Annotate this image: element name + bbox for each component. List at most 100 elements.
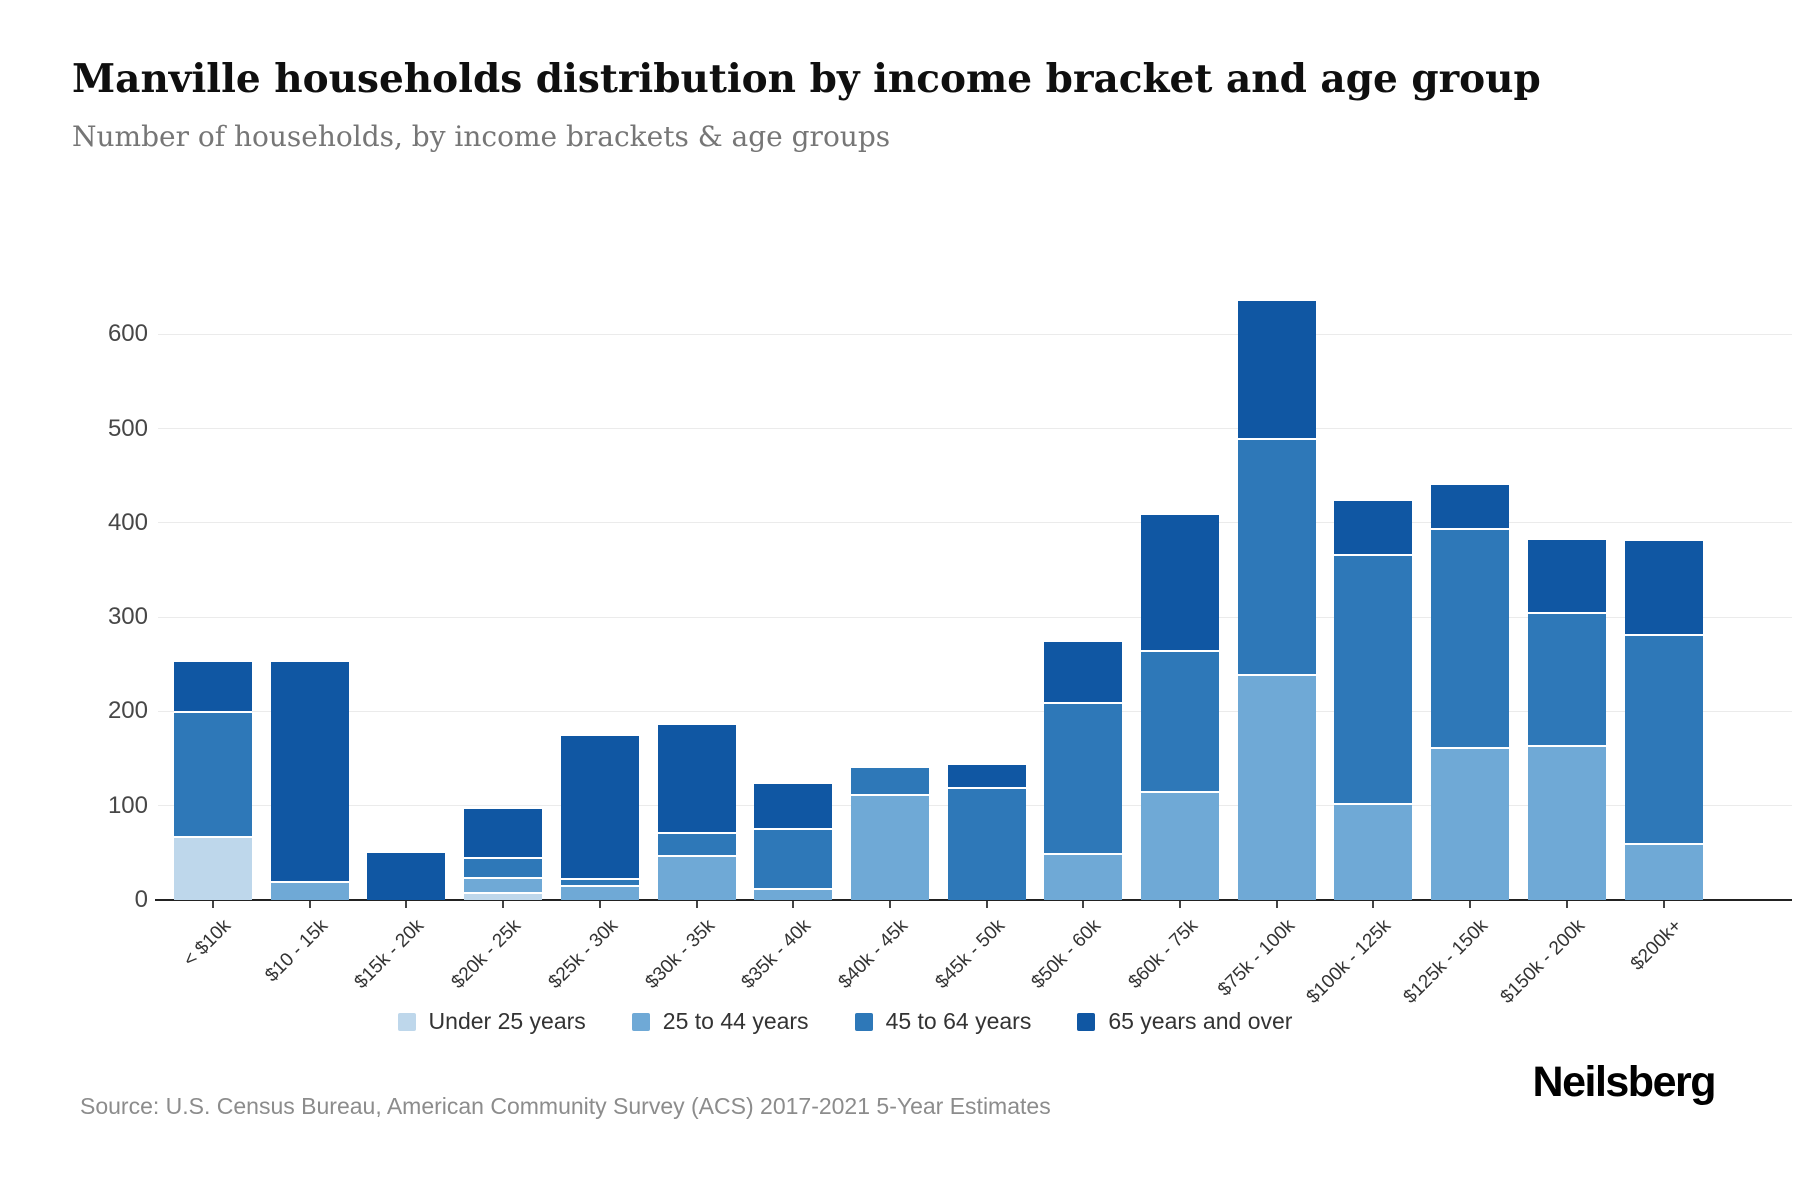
bar-segment bbox=[367, 852, 446, 900]
bar-segment bbox=[464, 809, 543, 857]
bar-segment bbox=[1237, 673, 1316, 900]
x-axis-tick bbox=[1662, 901, 1665, 908]
bar-segment bbox=[464, 892, 543, 900]
bar-segment bbox=[1431, 527, 1510, 748]
bar-segment bbox=[1624, 540, 1703, 635]
y-axis-tick-label: 600 bbox=[107, 320, 148, 348]
x-axis-tick-label: $50k - 60k bbox=[1027, 915, 1106, 993]
x-axis-tick bbox=[308, 901, 311, 908]
x-axis-tick bbox=[1372, 901, 1375, 908]
y-axis-tick-label: 300 bbox=[107, 603, 148, 631]
gridline-400 bbox=[158, 522, 1792, 524]
x-axis-tick-label: $150k - 200k bbox=[1496, 915, 1589, 1008]
x-axis-tick bbox=[1082, 901, 1085, 908]
x-axis-tick-label: $10 - 15k bbox=[260, 915, 332, 987]
x-axis-tick-label: $15k - 20k bbox=[350, 915, 429, 993]
x-axis-tick bbox=[598, 901, 601, 908]
legend-swatch-icon bbox=[1077, 1012, 1096, 1031]
x-axis-tick-label: $40k - 45k bbox=[834, 915, 913, 993]
bar-segment bbox=[174, 835, 252, 900]
bar-segment bbox=[754, 784, 833, 829]
bar-segment bbox=[1044, 641, 1123, 702]
bar-segment bbox=[754, 828, 833, 888]
legend-label: 65 years and over bbox=[1108, 1008, 1293, 1034]
y-axis-tick-label: 500 bbox=[107, 414, 148, 442]
bar-segment bbox=[1334, 553, 1413, 803]
gridline-500 bbox=[158, 428, 1792, 429]
x-axis-tick bbox=[502, 901, 505, 908]
x-axis-tick bbox=[888, 901, 891, 908]
chart-subtitle: Number of households, by income brackets… bbox=[72, 120, 891, 153]
bar-segment bbox=[1527, 539, 1606, 613]
bar-segment bbox=[1141, 650, 1219, 791]
bar-segment bbox=[1237, 437, 1316, 674]
bar-segment bbox=[1237, 301, 1316, 438]
bar-segment bbox=[1624, 843, 1703, 900]
x-axis-tick-label: $100k - 125k bbox=[1303, 915, 1396, 1008]
gridline-200 bbox=[158, 710, 1792, 712]
bar-segment bbox=[947, 786, 1026, 900]
bar-segment bbox=[1527, 612, 1606, 746]
y-axis-tick-label: 400 bbox=[107, 508, 148, 536]
legend-item: 65 years and over bbox=[1077, 1008, 1292, 1035]
bar-segment bbox=[657, 832, 736, 855]
bar-segment bbox=[560, 884, 639, 900]
bar-segment bbox=[174, 711, 252, 836]
legend-swatch-icon bbox=[854, 1012, 873, 1031]
bar-segment bbox=[560, 735, 639, 879]
legend: Under 25 years 25 to 44 years 45 to 64 yea… bbox=[0, 1008, 1690, 1035]
x-axis-tick bbox=[1275, 901, 1278, 908]
legend-label: 45 to 64 years bbox=[885, 1008, 1032, 1034]
x-axis-tick-label: < $10k bbox=[179, 915, 236, 971]
legend-swatch-icon bbox=[397, 1012, 416, 1031]
bar-segment bbox=[850, 767, 929, 795]
gridline-600 bbox=[158, 333, 1792, 335]
legend-item: Under 25 years bbox=[397, 1008, 586, 1035]
gridline-300 bbox=[158, 616, 1792, 618]
x-axis-tick bbox=[792, 901, 795, 908]
x-axis-tick-label: $200k+ bbox=[1626, 915, 1686, 975]
bar-segment bbox=[1624, 634, 1703, 844]
bar-segment bbox=[1431, 485, 1510, 528]
bar-segment bbox=[270, 881, 349, 900]
bar-segment bbox=[1527, 745, 1606, 900]
bar-segment bbox=[464, 877, 543, 893]
bar-segment bbox=[657, 724, 736, 833]
x-axis-tick bbox=[1469, 901, 1472, 908]
x-axis-tick-label: $20k - 25k bbox=[447, 915, 526, 993]
y-axis-tick-label: 100 bbox=[107, 791, 148, 819]
bar-segment bbox=[560, 878, 639, 885]
legend-label: 25 to 44 years bbox=[662, 1008, 809, 1034]
legend-item: 25 to 44 years bbox=[631, 1008, 809, 1035]
x-axis-tick-label: $30k - 35k bbox=[641, 915, 719, 993]
bar-segment bbox=[270, 662, 349, 882]
bar-segment bbox=[1044, 852, 1123, 900]
x-axis-tick-label: $60k - 75k bbox=[1124, 915, 1203, 993]
x-axis-line bbox=[155, 899, 1792, 901]
y-axis-tick-label: 200 bbox=[107, 697, 148, 725]
x-axis-tick-label: $25k - 30k bbox=[544, 915, 622, 993]
bar-segment bbox=[947, 765, 1026, 787]
bar-segment bbox=[1141, 790, 1219, 900]
x-axis-tick bbox=[1565, 901, 1568, 908]
bar-segment bbox=[1044, 701, 1123, 853]
bar-segment bbox=[754, 887, 833, 900]
x-axis-tick bbox=[405, 901, 408, 908]
bar-segment bbox=[850, 794, 929, 900]
chart-title: Manville households distribution by inco… bbox=[72, 56, 1541, 102]
bar-segment bbox=[174, 662, 252, 712]
brand-logo: Neilsberg bbox=[1532, 1058, 1717, 1106]
bar-segment bbox=[1334, 501, 1413, 554]
bar-segment bbox=[1141, 515, 1219, 651]
x-axis-tick bbox=[985, 901, 988, 908]
y-axis-tick-label: 0 bbox=[134, 886, 148, 913]
x-axis-tick bbox=[212, 901, 214, 908]
legend-swatch-icon bbox=[631, 1012, 650, 1031]
legend-label: Under 25 years bbox=[428, 1008, 586, 1034]
bar-segment bbox=[464, 856, 543, 878]
x-axis-tick-label: $75k - 100k bbox=[1213, 915, 1299, 1001]
bar-segment bbox=[1431, 747, 1510, 900]
legend-item: 45 to 64 years bbox=[854, 1008, 1032, 1035]
x-axis-tick-label: $35k - 40k bbox=[737, 915, 816, 993]
